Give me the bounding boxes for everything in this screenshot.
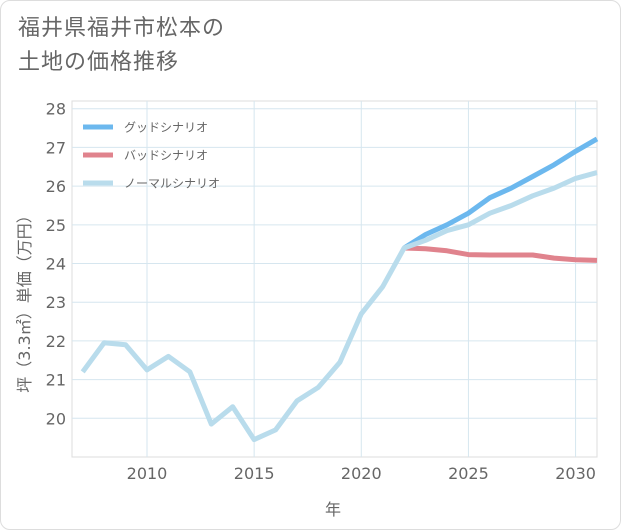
x-tick-label: 2030 (555, 464, 596, 483)
chart-title: 福井県福井市松本の 土地の価格推移 (18, 12, 225, 80)
y-tick-label: 23 (46, 293, 66, 312)
x-axis-title: 年 (325, 500, 341, 519)
series-line-2 (80, 170, 598, 443)
chart-title-line-1: 福井県福井市松本の (18, 16, 226, 41)
legend-label-1: バッドシナリオ (124, 149, 208, 163)
chart-title-line-2: 土地の価格推移 (18, 50, 180, 75)
y-tick-label: 20 (46, 409, 66, 428)
x-axis-ticks: 2010 2015 2020 2025 2030 (127, 464, 596, 483)
y-tick-label: 24 (46, 255, 66, 274)
y-axis-ticks: 20 21 22 23 24 25 26 27 28 (46, 100, 66, 429)
series-line-1 (404, 245, 598, 263)
legend-label-2: ノーマルシナリオ (124, 177, 220, 191)
plot-area-border (71, 100, 598, 458)
series-line-0 (402, 136, 599, 251)
x-tick-label: 2025 (448, 464, 489, 483)
x-tick-label: 2020 (341, 464, 382, 483)
y-tick-label: 22 (46, 332, 66, 351)
y-axis-title: 坪（3.3㎡）単価（万円） (15, 207, 34, 392)
y-tick-label: 26 (46, 177, 66, 196)
y-tick-label: 21 (46, 371, 66, 390)
legend-label-0: グッドシナリオ (124, 121, 208, 135)
series-group (80, 136, 599, 443)
y-tick-label: 27 (46, 138, 66, 157)
y-tick-label: 25 (46, 216, 66, 235)
grid (72, 101, 597, 457)
y-tick-label: 28 (46, 100, 66, 119)
x-tick-label: 2015 (234, 464, 275, 483)
x-tick-label: 2010 (127, 464, 168, 483)
